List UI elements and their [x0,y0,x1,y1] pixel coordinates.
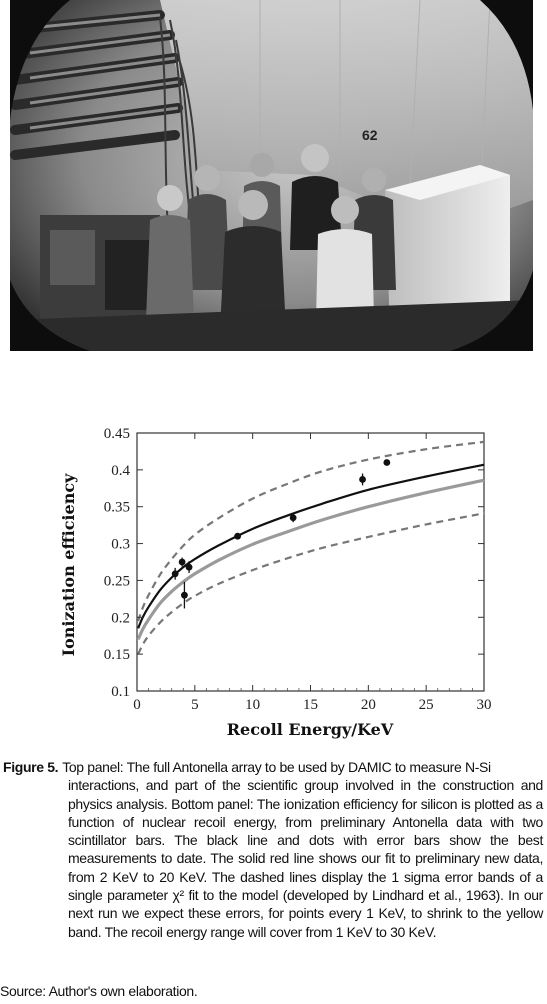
data-point [178,558,186,566]
data-point [185,563,193,571]
y-tick-label: 0.1 [111,684,130,700]
ionization-efficiency-chart: 0 5 10 15 20 25 30 0.1 0.15 0.2 0.25 0.3 0.35 0.4 0.45… [0,405,547,750]
caption-label: Figure 5. [3,759,59,775]
curve-dashed-upper [137,440,485,622]
data-point [383,459,391,466]
x-axis-title: Recoll Energy/KeV [227,720,394,739]
wall-number: 62 [362,127,378,143]
data-point [171,570,179,578]
y-tick-label: 0.35 [104,500,130,516]
x-tick-label: 15 [303,697,318,713]
x-tick-label: 30 [477,697,492,713]
caption-first-line: Top panel: The full Antonella array to b… [62,759,491,775]
y-axis-title: Ionization efficiency [59,473,78,656]
caption-body: interactions, and part of the scientific… [68,777,543,940]
x-tick-label: 10 [245,697,260,713]
source-note: Source: Author's own elaboration. [0,983,198,999]
x-tick-label: 20 [361,697,376,713]
curve-solid-dark [137,463,485,629]
data-point [359,476,366,483]
x-tick-label: 25 [419,697,434,713]
y-tick-label: 0.2 [111,610,130,626]
curve-solid-gray [136,478,485,641]
data-point [234,532,242,540]
y-tick-label: 0.4 [111,463,130,479]
data-point [289,514,297,522]
x-tick-label: 5 [191,697,199,713]
x-tick-label: 0 [133,697,141,713]
y-tick-label: 0.45 [104,426,130,442]
y-tick-label: 0.15 [104,647,130,663]
detector-team-photo: 62 [10,0,533,351]
figure-caption: Figure 5. Top panel: The full Antonella … [0,758,543,941]
data-point [181,591,188,599]
curve-dashed-lower [137,512,485,655]
y-tick-label: 0.25 [104,573,130,589]
y-tick-label: 0.3 [111,537,130,553]
